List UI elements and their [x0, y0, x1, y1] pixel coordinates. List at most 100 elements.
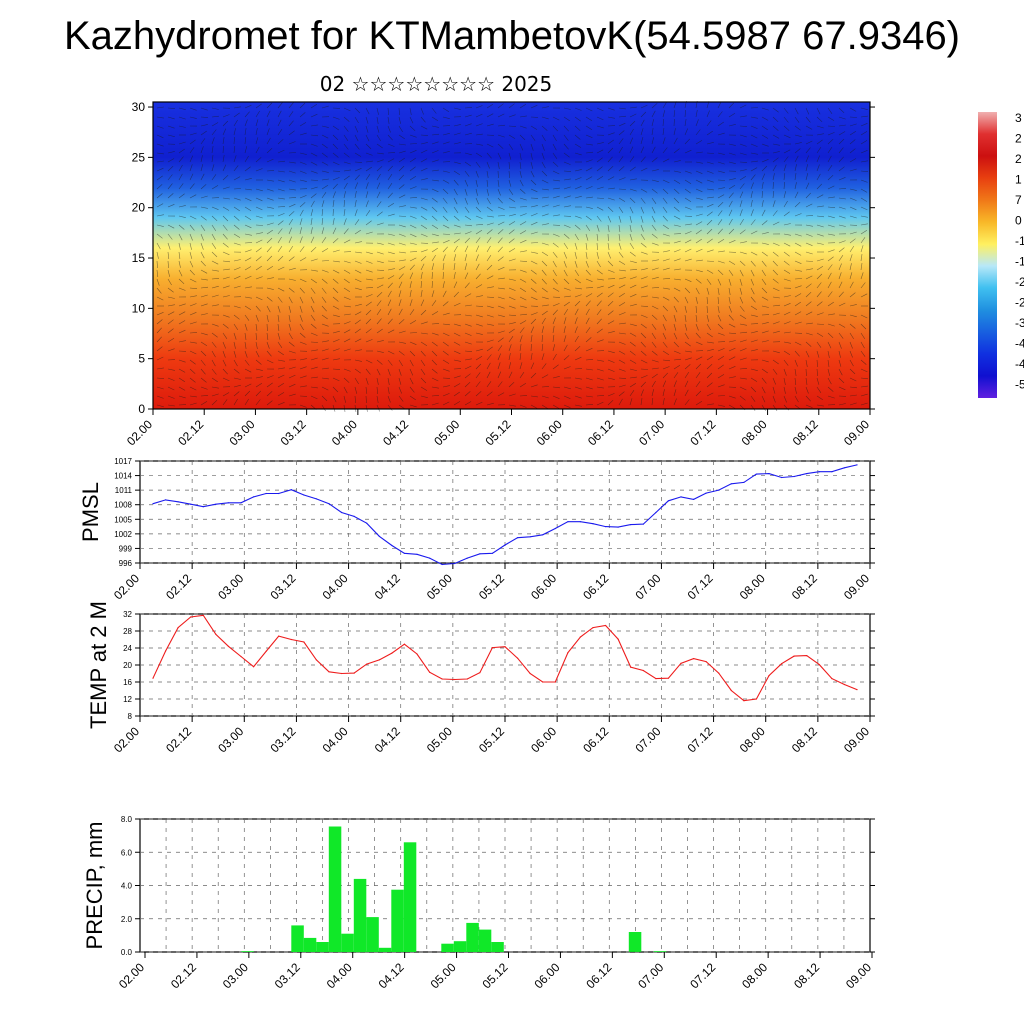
wind-barb	[156, 346, 163, 352]
wind-barb	[376, 159, 384, 163]
wind-barb	[508, 248, 516, 253]
wind-barb	[772, 296, 780, 299]
wind-barb	[475, 188, 478, 196]
temp-point	[378, 659, 380, 661]
wind-barb	[805, 332, 813, 336]
wind-barb	[607, 350, 615, 354]
wind-barb	[519, 197, 527, 201]
wind-barb	[772, 260, 778, 267]
precip-ytick-label: 6.0	[121, 848, 133, 857]
wind-barb	[860, 229, 868, 235]
wind-barb	[288, 102, 294, 109]
wind-barb	[475, 348, 483, 352]
wind-barb	[695, 170, 703, 174]
wind-barb	[288, 245, 294, 253]
wind-barb	[706, 332, 713, 338]
wind-barb	[222, 164, 227, 172]
wind-barb	[640, 146, 645, 154]
wind-barb	[299, 179, 307, 182]
wind-barb	[662, 278, 671, 280]
wind-barb	[728, 260, 736, 265]
wind-barb	[519, 143, 524, 151]
wind-barb	[728, 240, 736, 244]
wind-barb	[167, 278, 172, 286]
pmsl-ytick-label: 1011	[115, 486, 133, 495]
pmsl-point	[391, 544, 393, 547]
wind-barb	[860, 282, 866, 289]
wind-barb	[596, 176, 604, 181]
wind-barb	[717, 152, 725, 155]
wind-barb	[596, 395, 605, 397]
wind-barb	[255, 157, 262, 163]
wind-barb	[222, 197, 230, 200]
wind-barb	[596, 339, 604, 343]
wind-barb	[442, 188, 449, 195]
wind-barb	[717, 395, 726, 397]
wind-barb	[475, 113, 483, 118]
wind-barb	[607, 132, 615, 136]
wind-barb	[618, 368, 626, 372]
wind-barb	[299, 404, 307, 408]
wind-barb	[431, 169, 439, 172]
temp-point	[831, 678, 833, 680]
wind-barb	[618, 156, 624, 163]
wind-barb	[431, 133, 440, 136]
wind-barb	[211, 341, 217, 348]
wind-barb	[222, 276, 230, 280]
heatmap-xtick-label: 04.12	[380, 417, 411, 448]
wind-barb	[464, 314, 472, 317]
wind-barb	[277, 314, 280, 322]
wind-barb	[563, 107, 571, 110]
wind-barb	[321, 314, 328, 320]
wind-barb	[794, 293, 802, 298]
wind-barb	[376, 152, 384, 155]
wind-barb	[552, 395, 560, 399]
wind-barb	[343, 209, 346, 217]
wind-barb	[233, 176, 241, 181]
pmsl-point	[768, 473, 770, 475]
precip-bar	[241, 951, 254, 952]
wind-barb	[530, 152, 533, 160]
wind-barb	[442, 179, 450, 184]
wind-barb	[200, 350, 207, 357]
wind-barb	[464, 152, 472, 156]
wind-barb	[211, 251, 218, 258]
wind-barb	[794, 213, 802, 217]
wind-barb	[585, 176, 593, 181]
wind-barb	[728, 314, 734, 321]
wind-barb	[277, 119, 282, 127]
wind-barb	[310, 193, 317, 199]
wind-barb	[530, 353, 533, 361]
wind-barb	[365, 125, 369, 133]
wind-barb	[684, 206, 692, 210]
wind-barb	[189, 132, 197, 136]
wind-barb	[299, 332, 306, 338]
wind-barb	[530, 188, 538, 193]
wind-barb	[574, 125, 581, 131]
wind-barb	[178, 141, 186, 145]
wind-barb	[629, 368, 637, 371]
wind-barb	[750, 314, 758, 317]
wind-barb	[167, 151, 175, 154]
wind-barb	[178, 224, 185, 230]
temp-point	[743, 700, 745, 702]
wind-barb	[794, 350, 800, 357]
colorbar-label: 2	[1015, 152, 1022, 166]
wind-barb	[805, 322, 813, 325]
wind-barb	[310, 258, 318, 262]
wind-barb	[409, 350, 416, 357]
temp-point	[215, 633, 217, 636]
wind-barb	[376, 143, 383, 149]
wind-barb	[651, 242, 659, 246]
wind-barb	[651, 314, 658, 320]
wind-barb	[376, 201, 382, 208]
wind-barb	[662, 233, 670, 237]
wind-barb	[233, 368, 240, 374]
wind-barb	[475, 401, 483, 406]
wind-barb	[453, 215, 460, 221]
wind-barb	[530, 104, 538, 109]
wind-barb	[255, 128, 258, 136]
wind-barb	[376, 251, 384, 255]
wind-barb	[805, 350, 810, 358]
wind-barb	[827, 165, 833, 172]
